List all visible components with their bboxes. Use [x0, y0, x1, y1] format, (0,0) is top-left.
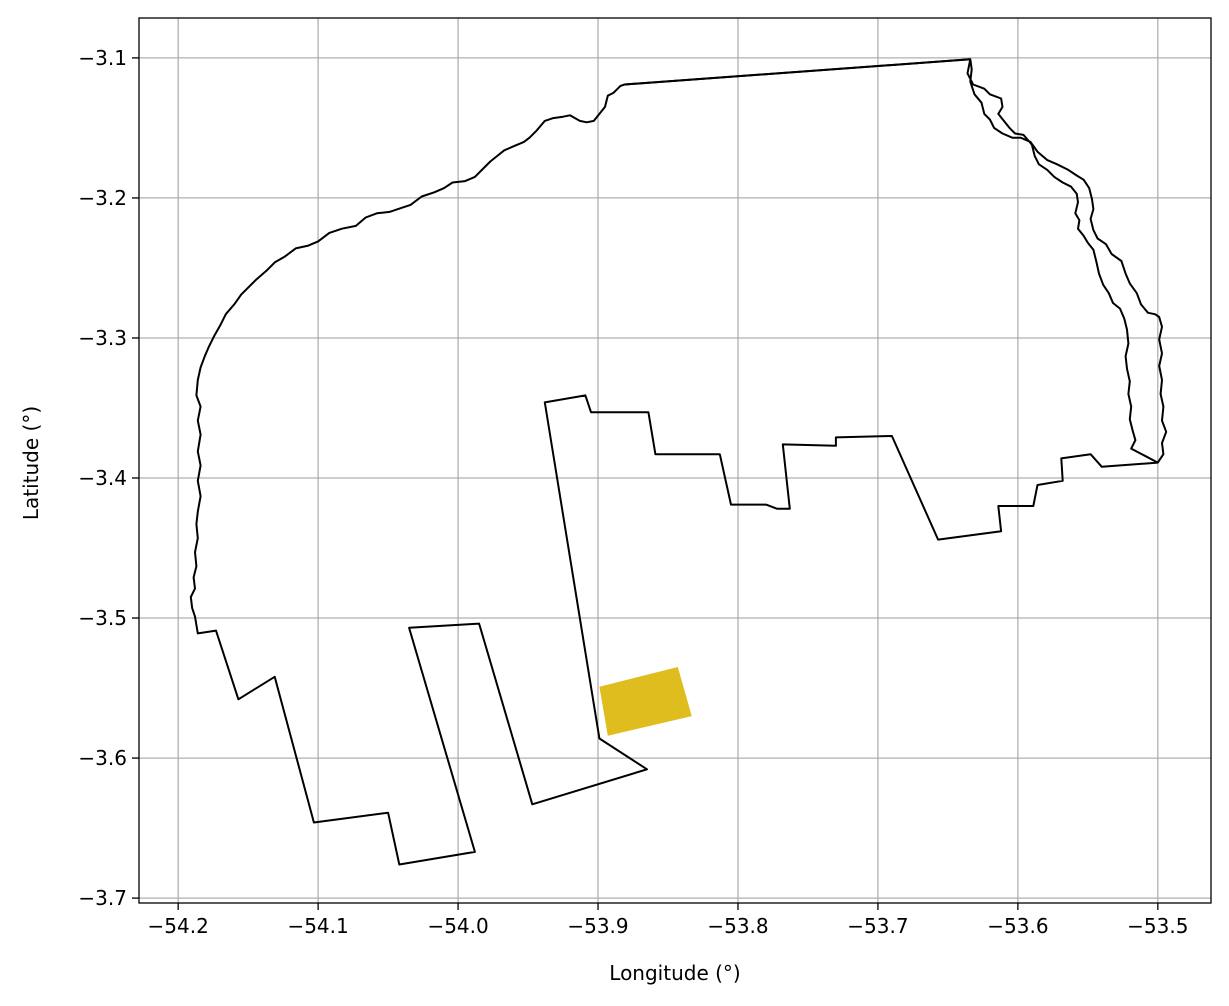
- x-tick-label: −54.2: [148, 914, 209, 938]
- y-tick-label: −3.3: [78, 326, 127, 350]
- y-tick-label: −3.5: [78, 606, 127, 630]
- y-tick-label: −3.7: [78, 886, 127, 910]
- y-axis-label: Latitude (°): [19, 406, 43, 520]
- x-tick-label: −53.8: [707, 914, 768, 938]
- boundary-layer: [189, 58, 1168, 866]
- boundary-north-edge: [624, 58, 971, 86]
- x-axis-ticks: −54.2 −54.1 −54.0 −53.9 −53.8 −53.7 −53.6 −53.5: [148, 903, 1188, 938]
- plot-frame: [138, 17, 1212, 904]
- x-tick-label: −53.5: [1127, 914, 1188, 938]
- x-tick-label: −53.6: [987, 914, 1048, 938]
- x-tick-label: −53.7: [847, 914, 908, 938]
- x-tick-label: −54.0: [427, 914, 488, 938]
- x-tick-label: −53.9: [567, 914, 628, 938]
- y-axis-ticks: −3.1 −3.2 −3.3 −3.4 −3.5 −3.6 −3.7: [78, 46, 139, 910]
- grid-lines: [139, 18, 1211, 903]
- highlight-area-layer: [599, 667, 692, 736]
- y-tick-label: −3.6: [78, 746, 127, 770]
- y-tick-label: −3.2: [78, 186, 127, 210]
- highlight-area: [599, 667, 692, 736]
- x-tick-label: −54.1: [287, 914, 348, 938]
- boundary-outline: [189, 58, 1168, 866]
- y-tick-label: −3.1: [78, 46, 127, 70]
- x-axis-label: Longitude (°): [609, 961, 740, 985]
- y-tick-label: −3.4: [78, 466, 127, 490]
